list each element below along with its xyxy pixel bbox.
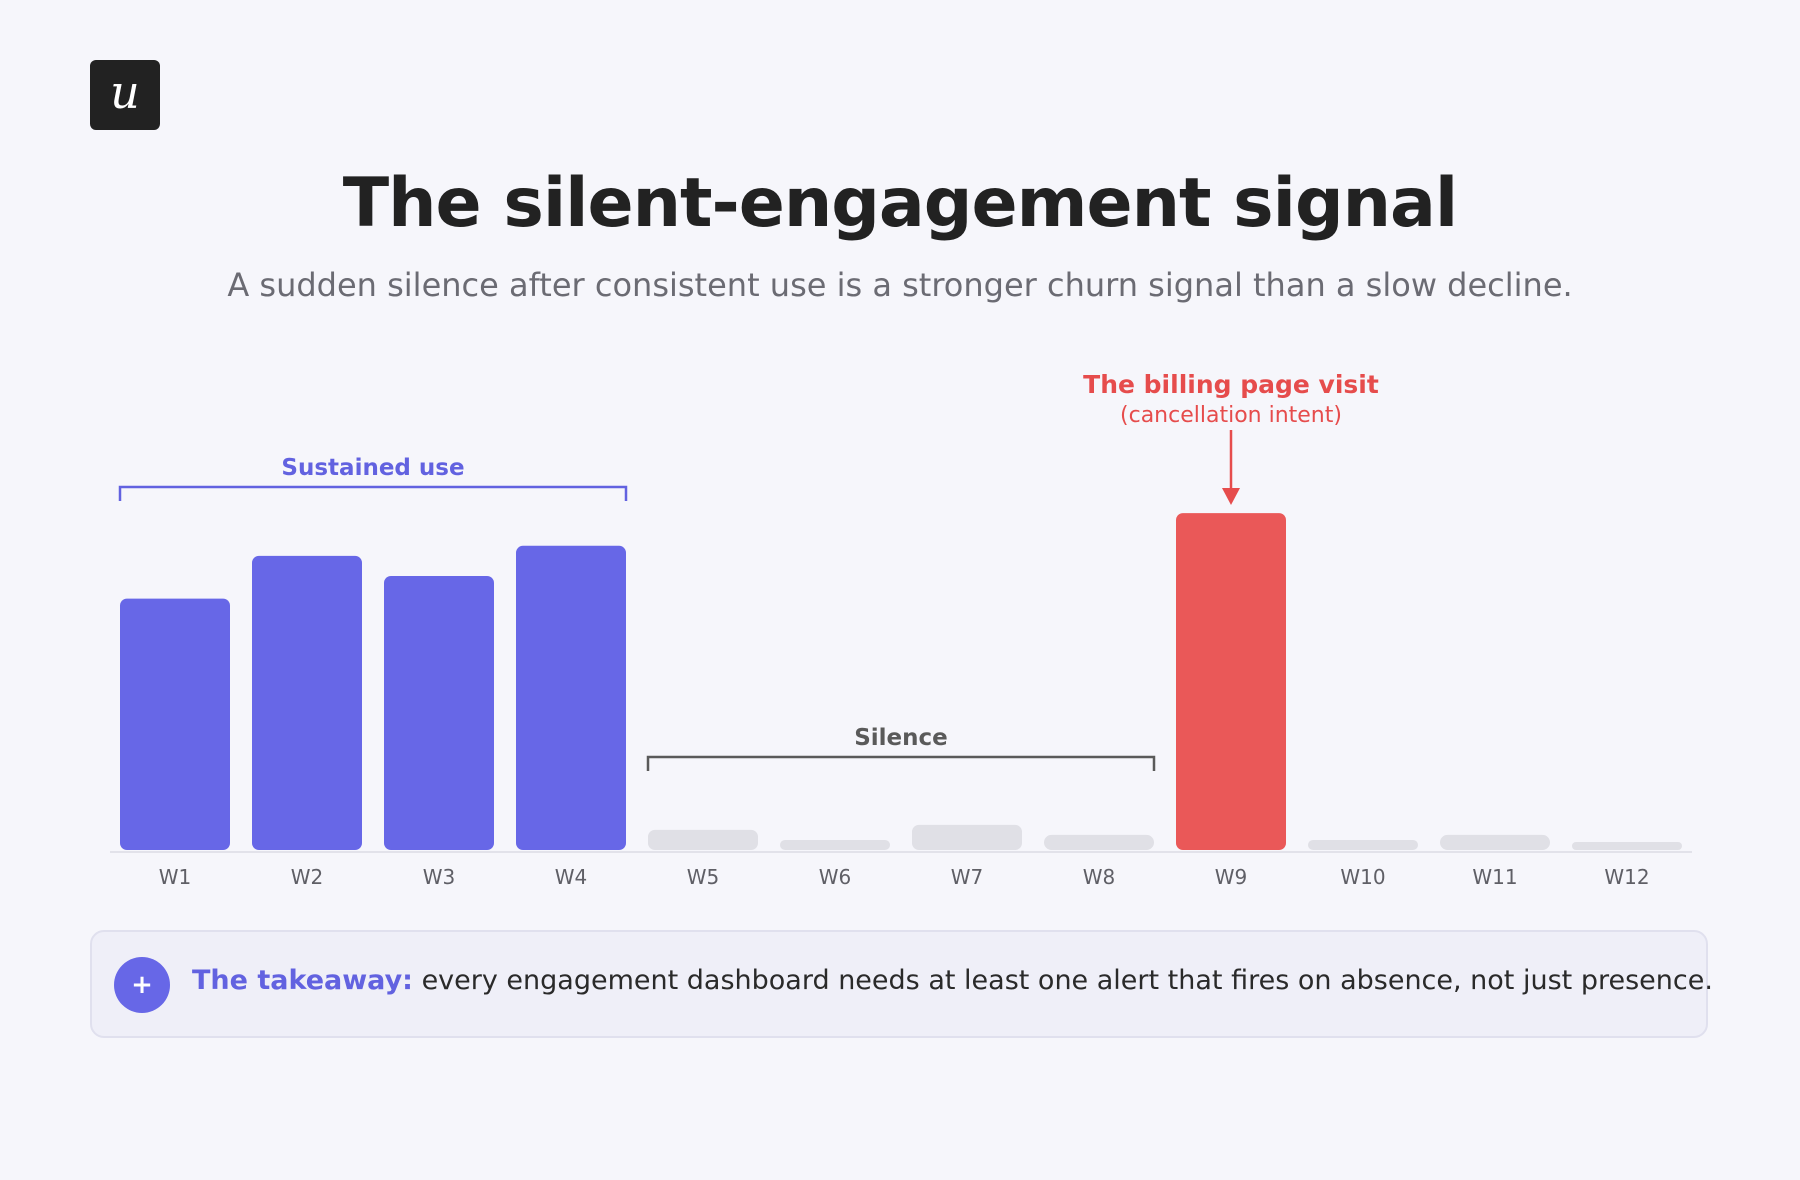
chart-bars bbox=[120, 513, 1682, 850]
chart-tick-labels: W1 W2 W3 W4 W5 W6 W7 W8 W9 W10 W11 W12 bbox=[159, 865, 1650, 889]
takeaway-label: The takeaway: bbox=[192, 965, 413, 996]
logo-letter: u bbox=[110, 65, 140, 119]
bar-w7 bbox=[912, 824, 1022, 850]
tick-label-w11: W11 bbox=[1472, 865, 1517, 889]
bar-w6 bbox=[780, 839, 890, 850]
takeaway-body: every engagement dashboard needs at leas… bbox=[412, 965, 1713, 996]
bar-w9 bbox=[1176, 513, 1286, 850]
callout-arrow-head bbox=[1222, 488, 1240, 505]
bar-w3 bbox=[384, 575, 494, 850]
bar-w4 bbox=[516, 545, 626, 850]
bar-w10 bbox=[1308, 839, 1418, 850]
tick-label-w12: W12 bbox=[1604, 865, 1649, 889]
sustained-use-label: Sustained use bbox=[281, 455, 464, 481]
chart-annotations: Sustained use Silence The billing page vis… bbox=[118, 370, 1379, 771]
brand-logo: u bbox=[90, 60, 160, 130]
bar-w11 bbox=[1440, 834, 1550, 850]
plus-icon: + bbox=[114, 957, 170, 1013]
bar-w5 bbox=[648, 829, 758, 850]
tick-label-w2: W2 bbox=[291, 865, 324, 889]
tick-label-w3: W3 bbox=[423, 865, 456, 889]
bar-w1 bbox=[120, 598, 230, 850]
tick-label-w8: W8 bbox=[1083, 865, 1116, 889]
tick-label-w1: W1 bbox=[159, 865, 192, 889]
bar-w8 bbox=[1044, 834, 1154, 850]
tick-label-w4: W4 bbox=[555, 865, 588, 889]
silence-bracket bbox=[646, 755, 1156, 771]
bar-w2 bbox=[252, 555, 362, 850]
tick-label-w9: W9 bbox=[1215, 865, 1248, 889]
billing-visit-label: The billing page visit bbox=[1083, 370, 1379, 399]
sustained-use-bracket bbox=[118, 485, 628, 501]
page-subtitle: A sudden silence after consistent use is… bbox=[227, 266, 1573, 304]
billing-visit-sublabel: (cancellation intent) bbox=[1120, 403, 1342, 428]
silence-label: Silence bbox=[854, 725, 948, 751]
engagement-chart: Sustained use Silence The billing page vis… bbox=[110, 370, 1692, 889]
page-title: The silent-engagement signal bbox=[342, 164, 1458, 243]
tick-label-w6: W6 bbox=[819, 865, 852, 889]
takeaway-text: The takeaway: every engagement dashboard… bbox=[192, 965, 1713, 996]
bar-w12 bbox=[1572, 842, 1682, 850]
takeaway-box: + The takeaway: every engagement dashboa… bbox=[90, 930, 1713, 1038]
tick-label-w5: W5 bbox=[687, 865, 720, 889]
tick-label-w7: W7 bbox=[951, 865, 984, 889]
tick-label-w10: W10 bbox=[1340, 865, 1385, 889]
